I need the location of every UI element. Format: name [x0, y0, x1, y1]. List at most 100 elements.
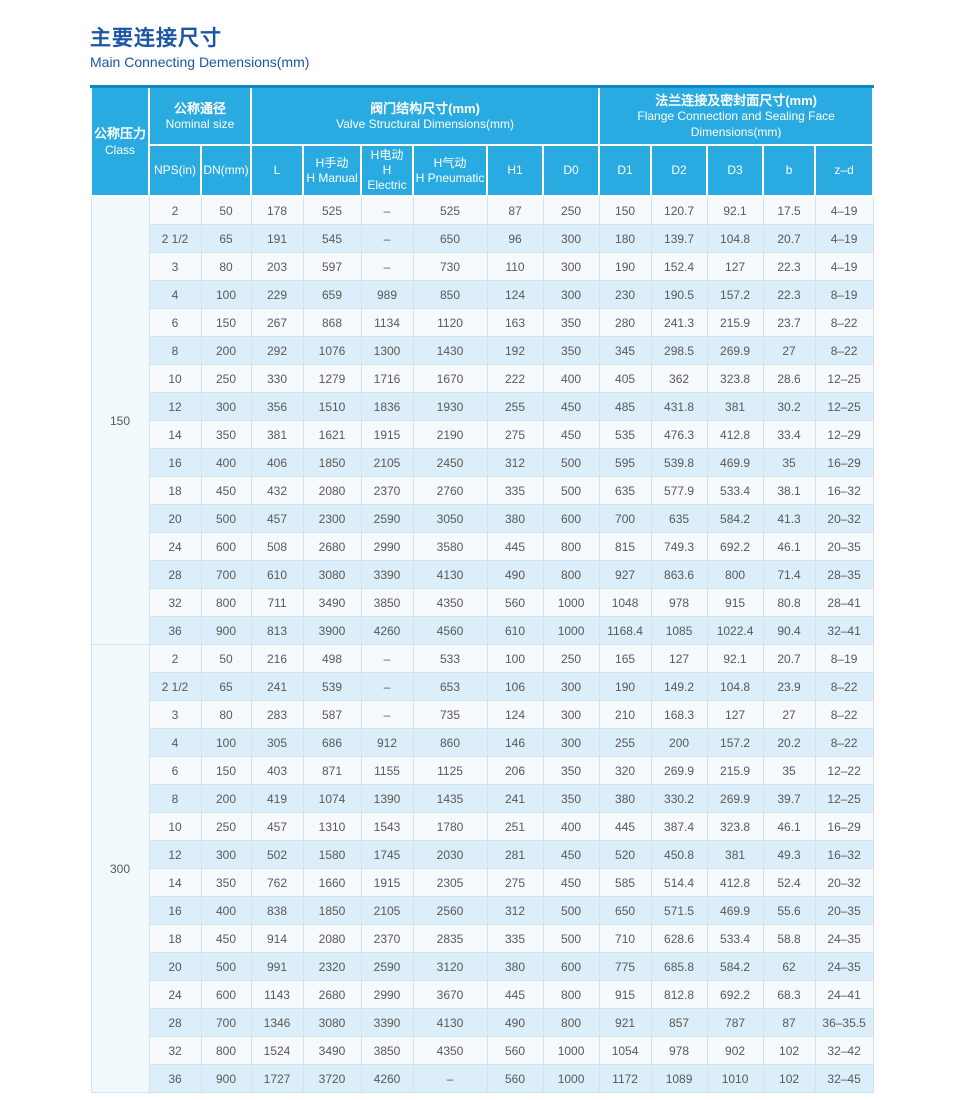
table-row: 24 600 1143 2680 2990 3670 445 800 915 812.8 692.2…: [91, 980, 874, 1010]
table-cell: 300: [542, 252, 600, 282]
table-cell: 23.7: [762, 308, 816, 338]
table-row: 12 300 502 1580 1745 2030 281 450 520 450.8 381 49.…: [91, 840, 874, 870]
table-row: 18 450 432 2080 2370 2760 335 500 635 577.9 533.4 3…: [91, 476, 874, 506]
table-cell: 520: [598, 840, 652, 870]
table-cell: 700: [200, 560, 252, 590]
table-cell: 96: [486, 224, 544, 254]
dimensions-table: 公称压力 Class 公称通径 Nominal size 阀门结构尺寸(mm) …: [90, 85, 875, 1094]
table-cell: 1000: [542, 616, 600, 646]
table-cell: 16–29: [814, 448, 874, 478]
table-cell: 2680: [302, 980, 362, 1010]
table-cell: 24: [148, 980, 202, 1010]
table-cell: 380: [486, 952, 544, 982]
table-cell: 387.4: [650, 812, 708, 842]
table-cell: 1836: [360, 392, 414, 422]
table-cell: 4560: [412, 616, 488, 646]
table-cell: 525: [302, 195, 362, 226]
table-cell: 80: [200, 252, 252, 282]
table-cell: –: [360, 195, 414, 226]
table-cell: 500: [542, 448, 600, 478]
table-cell: 28: [148, 1008, 202, 1038]
table-cell: 300: [200, 392, 252, 422]
column-header: b: [762, 144, 817, 198]
table-cell: 600: [200, 532, 252, 562]
column-header: D3: [706, 144, 765, 198]
table-cell: –: [360, 224, 414, 254]
table-cell: 12–29: [814, 420, 874, 450]
table-cell: 46.1: [762, 532, 816, 562]
table-cell: 87: [762, 1008, 816, 1038]
table-cell: 403: [250, 756, 304, 786]
table-cell: 490: [486, 560, 544, 590]
table-cell: 216: [250, 644, 304, 674]
table-cell: 730: [412, 252, 488, 282]
table-cell: 2305: [412, 868, 488, 898]
table-cell: 800: [542, 980, 600, 1010]
table-cell: 3390: [360, 560, 414, 590]
table-cell: 335: [486, 924, 544, 954]
table-cell: 3120: [412, 952, 488, 982]
table-cell: 485: [598, 392, 652, 422]
table-cell: 215.9: [706, 308, 764, 338]
table-cell: 24–35: [814, 924, 874, 954]
group-header-row: 公称压力 Class 公称通径 Nominal size 阀门结构尺寸(mm) …: [90, 85, 875, 198]
table-cell: 41.3: [762, 504, 816, 534]
table-cell: 502: [250, 840, 304, 870]
table-cell: 80.8: [762, 588, 816, 618]
table-cell: 35: [762, 448, 816, 478]
table-cell: 1279: [302, 364, 362, 394]
table-cell: 610: [486, 616, 544, 646]
table-cell: 585: [598, 868, 652, 898]
table-cell: 300: [542, 672, 600, 702]
table-cell: 200: [200, 336, 252, 366]
column-header: H气动 H Pneumatic: [412, 144, 489, 198]
table-cell: 16: [148, 896, 202, 926]
table-cell: 431.8: [650, 392, 708, 422]
table-cell: 587: [302, 700, 362, 730]
table-cell: 4260: [360, 616, 414, 646]
class-group-300: 300 2 50 216 498–533 100 250 165 127 92.1 20.7 8–19…: [90, 644, 874, 1094]
table-cell: 110: [486, 252, 544, 282]
table-cell: 12–22: [814, 756, 874, 786]
table-header: 公称压力 Class 公称通径 Nominal size 阀门结构尺寸(mm) …: [90, 85, 875, 198]
table-cell: 685.8: [650, 952, 708, 982]
table-cell: 500: [200, 952, 252, 982]
table-cell: 800: [542, 532, 600, 562]
table-cell: 190: [598, 252, 652, 282]
table-cell: 2: [148, 644, 202, 674]
column-header: D0: [542, 144, 601, 198]
table-cell: 58.8: [762, 924, 816, 954]
table-cell: 3: [148, 252, 202, 282]
table-cell: 450.8: [650, 840, 708, 870]
table-cell: 500: [200, 504, 252, 534]
table-cell: 14: [148, 420, 202, 450]
table-cell: 533.4: [706, 924, 764, 954]
table-cell: 571.5: [650, 896, 708, 926]
table-cell: –: [360, 252, 414, 282]
table-cell: 2: [148, 195, 202, 226]
table-cell: 292: [250, 336, 304, 366]
valve-header-en: Valve Structural Dimensions(mm): [336, 117, 514, 132]
table-cell: 1172: [598, 1064, 652, 1094]
table-cell: 229: [250, 280, 304, 310]
table-cell: 23.9: [762, 672, 816, 702]
table-cell: 190.5: [650, 280, 708, 310]
table-cell: 1621: [302, 420, 362, 450]
table-cell: 215.9: [706, 756, 764, 786]
table-cell: 150: [200, 756, 252, 786]
table-cell: 545: [302, 224, 362, 254]
class-value-cell: 150: [90, 195, 150, 646]
table-cell: 68.3: [762, 980, 816, 1010]
col-group-nominal-size: 公称通径 Nominal size: [147, 85, 253, 147]
class-group-150: 150 2 50 178 525–525 87 250 150 120.7 92.1 17.5 4–1…: [90, 195, 874, 646]
table-cell: 32: [148, 588, 202, 618]
table-cell: 49.3: [762, 840, 816, 870]
table-cell: 400: [200, 896, 252, 926]
table-cell: 323.8: [706, 812, 764, 842]
table-cell: 200: [650, 728, 708, 758]
table-cell: 4260: [360, 1064, 414, 1094]
table-cell: 868: [302, 308, 362, 338]
table-cell: 104.8: [706, 224, 764, 254]
table-cell: 787: [706, 1008, 764, 1038]
table-cell: 400: [542, 364, 600, 394]
